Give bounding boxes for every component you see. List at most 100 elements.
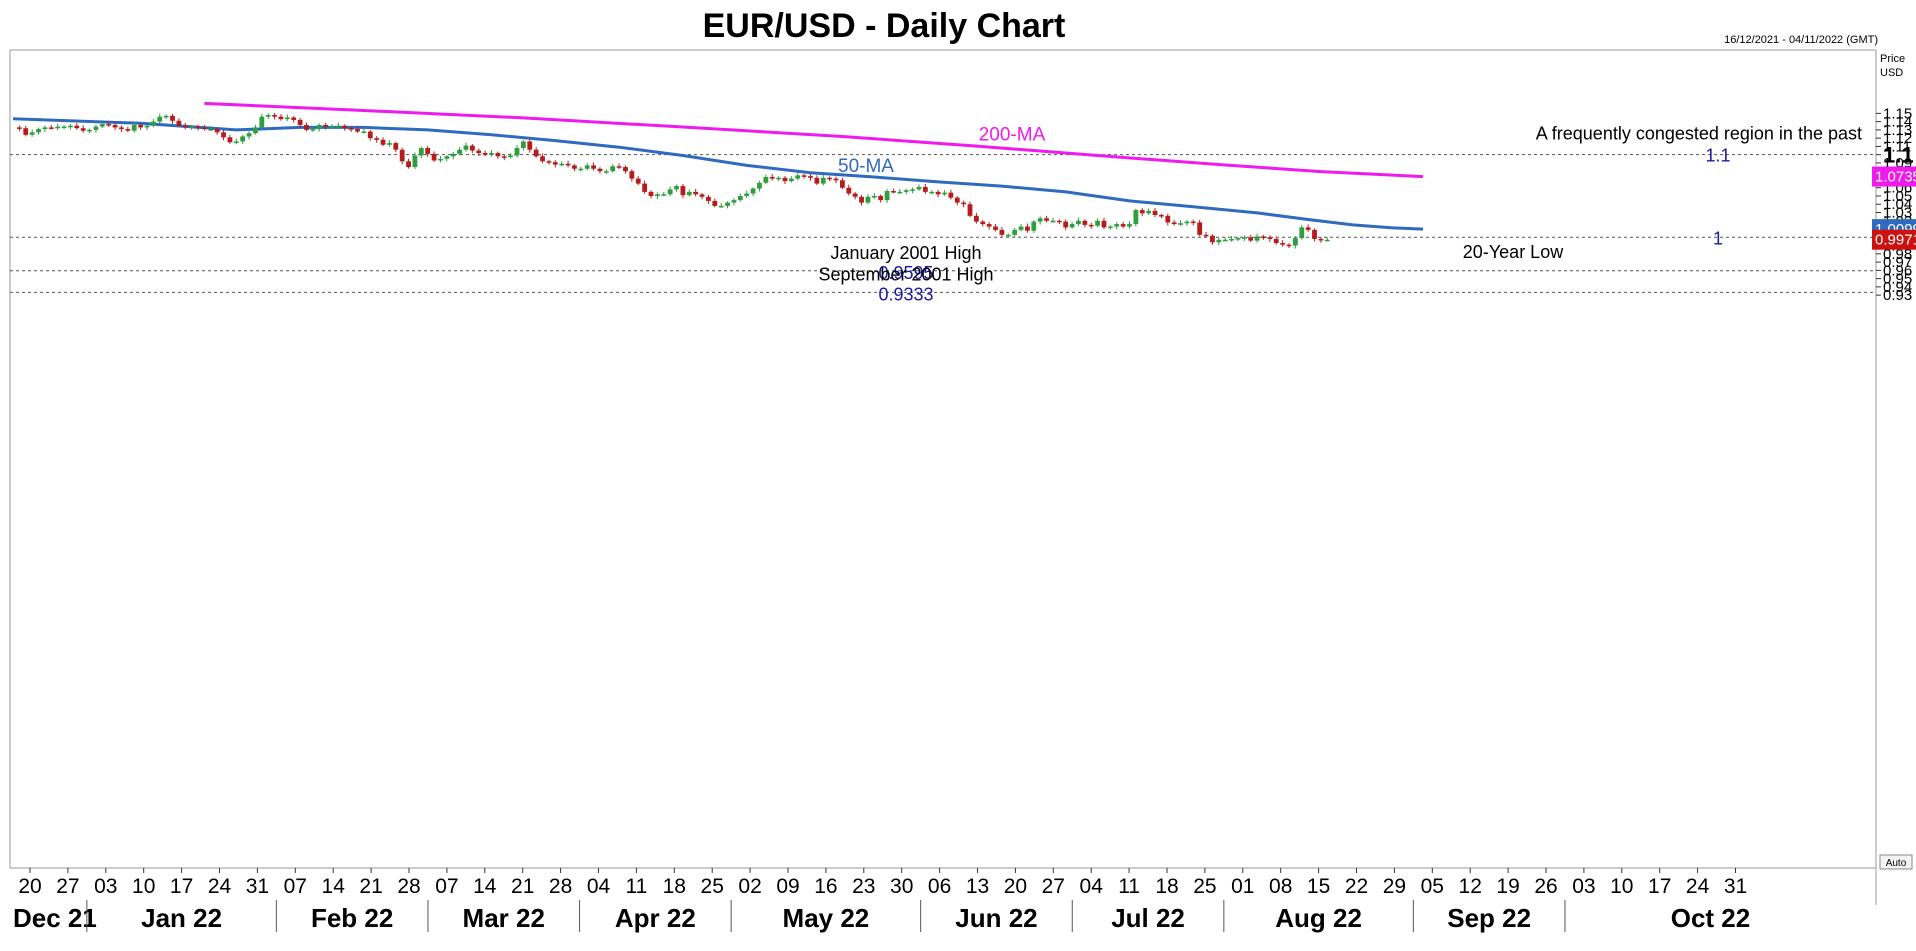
x-day-label: 25: [1193, 875, 1216, 898]
candle: [578, 166, 584, 172]
candle: [667, 186, 673, 197]
candle: [1216, 237, 1222, 246]
candle: [1082, 219, 1088, 228]
candle: [884, 189, 890, 204]
x-day-label: 14: [473, 875, 497, 898]
candle: [74, 123, 80, 130]
candle: [329, 124, 335, 129]
candle: [795, 172, 801, 181]
candle: [852, 192, 858, 200]
candle: [476, 148, 482, 156]
candle: [706, 194, 711, 204]
x-day-label: 10: [132, 875, 155, 898]
x-day-label: 22: [1345, 875, 1368, 898]
candle: [1261, 234, 1266, 240]
x-month-label: Mar 22: [463, 903, 545, 933]
candle: [1184, 220, 1190, 226]
candle: [878, 194, 884, 203]
candle: [214, 127, 220, 135]
candle: [297, 117, 303, 128]
candle: [1031, 220, 1037, 234]
x-day-label: 04: [587, 875, 611, 898]
candle: [259, 113, 265, 130]
candle: [686, 189, 692, 197]
candle: [1101, 217, 1107, 230]
candle: [367, 130, 373, 141]
candle: [227, 134, 233, 144]
x-day-label: 01: [1231, 875, 1254, 898]
candle: [1139, 208, 1145, 217]
candle: [208, 126, 214, 132]
candle: [986, 222, 992, 230]
candle: [763, 174, 769, 185]
candle: [431, 151, 437, 162]
candle: [482, 150, 488, 157]
y-tick-label: 1.03: [1883, 205, 1912, 222]
annotations: A frequently congested region in the pas…: [818, 124, 1862, 305]
candle: [788, 176, 794, 183]
candle: [891, 188, 896, 194]
x-day-label: 31: [1724, 875, 1747, 898]
candle: [16, 125, 22, 132]
candle: [801, 173, 807, 179]
candle: [680, 184, 686, 199]
candle: [425, 146, 431, 157]
candle: [897, 188, 903, 194]
candle: [1254, 233, 1260, 243]
x-day-label: 03: [94, 875, 117, 898]
auto-scale-button[interactable]: Auto: [1879, 854, 1913, 870]
candle: [348, 126, 354, 133]
candle: [1197, 219, 1203, 237]
candle: [42, 125, 48, 133]
candle: [170, 113, 175, 124]
candle: [489, 150, 494, 157]
candle: [776, 176, 781, 182]
candle: [87, 128, 92, 134]
candle: [393, 141, 399, 153]
x-month-label: Jun 22: [955, 903, 1037, 933]
candle: [725, 201, 730, 209]
candle: [1318, 236, 1324, 243]
candle: [846, 184, 852, 196]
candle: [131, 121, 137, 133]
label-200-ma: 200-MA: [979, 124, 1046, 145]
x-month-label: Jul 22: [1111, 903, 1185, 933]
candle: [718, 202, 724, 208]
candle: [106, 121, 112, 127]
candle: [1088, 222, 1094, 229]
candle: [157, 113, 163, 124]
x-day-label: 25: [701, 875, 724, 898]
candle: [610, 163, 616, 173]
candle: [999, 226, 1005, 237]
candle: [48, 124, 54, 130]
auto-scale-label: Auto: [1886, 858, 1907, 869]
candle: [661, 191, 667, 196]
candle: [648, 190, 654, 199]
candle: [265, 113, 271, 120]
x-day-label: 11: [625, 875, 647, 898]
y-tick-label: 1.15: [1883, 105, 1912, 122]
candle: [1324, 237, 1330, 242]
label-50-ma: 50-MA: [838, 156, 894, 177]
candle: [112, 123, 118, 130]
candle: [973, 212, 979, 224]
x-month-label: May 22: [783, 903, 870, 933]
candle: [757, 180, 762, 192]
x-day-label: 28: [549, 875, 572, 898]
candle: [603, 169, 609, 175]
x-axis-ticks: 20 27 03 10 17 24 31 07 14 21 28 07 14 21 28 04 11 18 25 02…: [13, 868, 1750, 933]
candle: [144, 123, 150, 131]
candle: [387, 140, 392, 147]
candle: [1305, 224, 1311, 232]
candle: [833, 176, 839, 184]
candle: [521, 139, 526, 151]
candle: [1005, 233, 1011, 238]
candle: [182, 122, 188, 130]
candle: [961, 200, 967, 208]
x-day-label: 28: [397, 875, 420, 898]
candle: [1127, 221, 1132, 229]
candle: [1178, 220, 1183, 227]
candle: [1229, 235, 1234, 242]
x-day-label: 20: [1004, 875, 1027, 898]
